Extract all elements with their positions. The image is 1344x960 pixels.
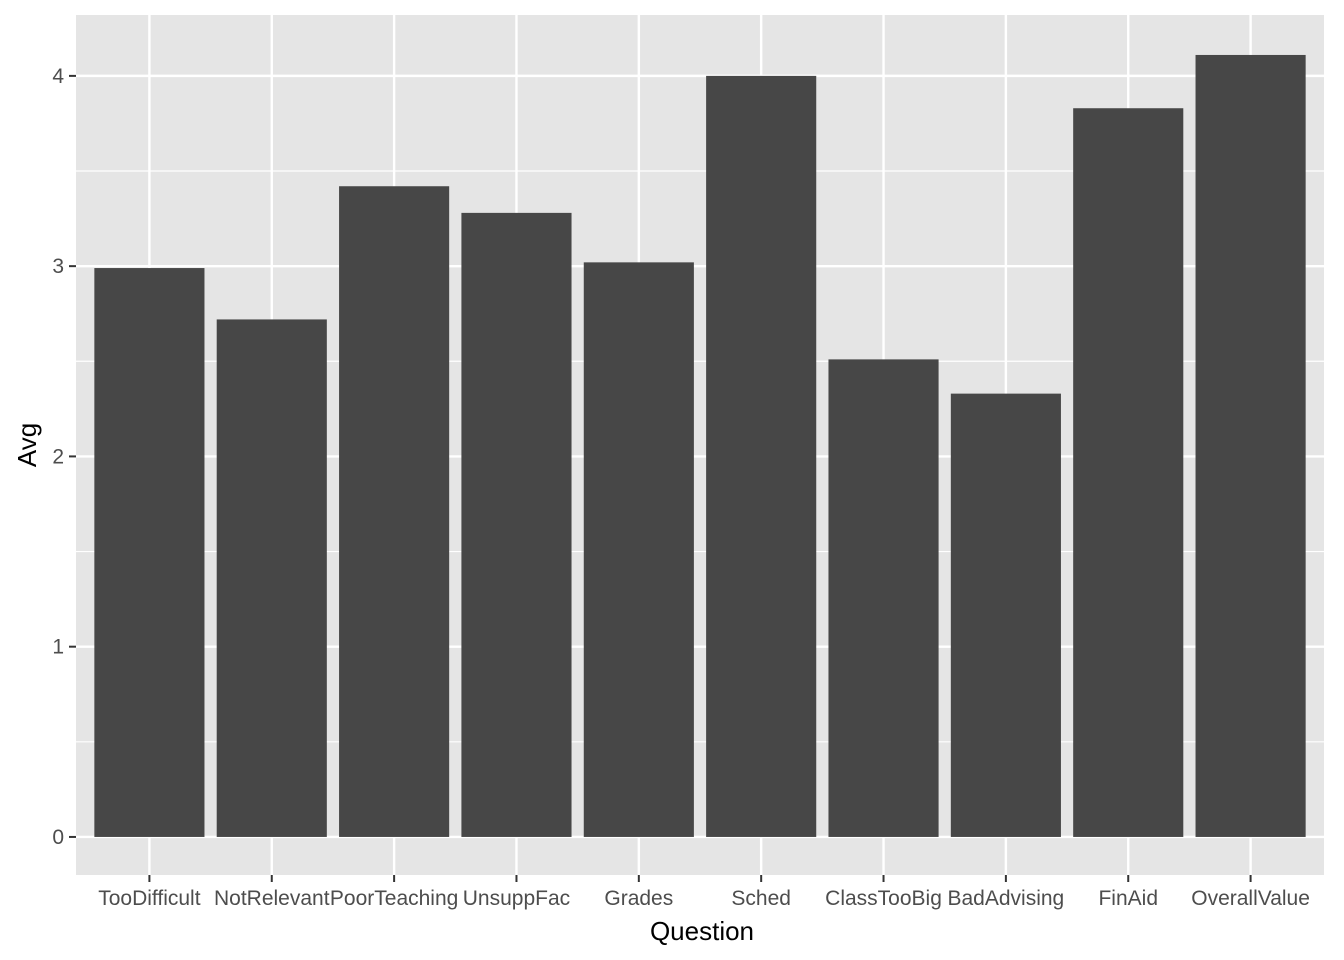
y-tick-label: 1: [52, 636, 64, 659]
x-tick-label: PoorTeaching: [330, 887, 458, 910]
x-axis-title: Question: [650, 916, 754, 946]
y-tick-label: 3: [52, 255, 64, 278]
bar-PoorTeaching: [339, 186, 450, 837]
y-tick-label: 2: [52, 445, 64, 468]
bar-Sched: [706, 75, 817, 837]
y-axis-title: Avg: [12, 423, 42, 467]
bar-ClassTooBig: [828, 359, 939, 837]
x-tick-label: Sched: [731, 887, 791, 910]
bar-TooDifficult: [94, 268, 205, 837]
x-tick-label: ClassTooBig: [825, 887, 942, 910]
x-axis: TooDifficult NotRelevant PoorTeaching Unsup…: [98, 875, 1310, 910]
x-tick-label: FinAid: [1098, 887, 1158, 910]
x-tick-label: BadAdvising: [948, 887, 1065, 910]
x-tick-label: NotRelevant: [214, 887, 330, 910]
x-tick-label: TooDifficult: [98, 887, 200, 910]
bars: [94, 54, 1306, 837]
y-axis: 0 1 2 3 4: [52, 65, 76, 849]
bar-UnsuppFac: [461, 212, 572, 837]
bar-NotRelevant: [216, 319, 327, 837]
x-tick-label: OverallValue: [1191, 887, 1310, 910]
x-tick-label: Grades: [604, 887, 673, 910]
y-tick-label: 4: [52, 65, 64, 88]
bar-Grades: [583, 262, 694, 837]
x-tick-label: UnsuppFac: [463, 887, 570, 910]
y-tick-label: 0: [52, 826, 64, 849]
bar-OverallValue: [1195, 54, 1306, 837]
bar-BadAdvising: [950, 393, 1061, 837]
bar-FinAid: [1073, 108, 1184, 837]
